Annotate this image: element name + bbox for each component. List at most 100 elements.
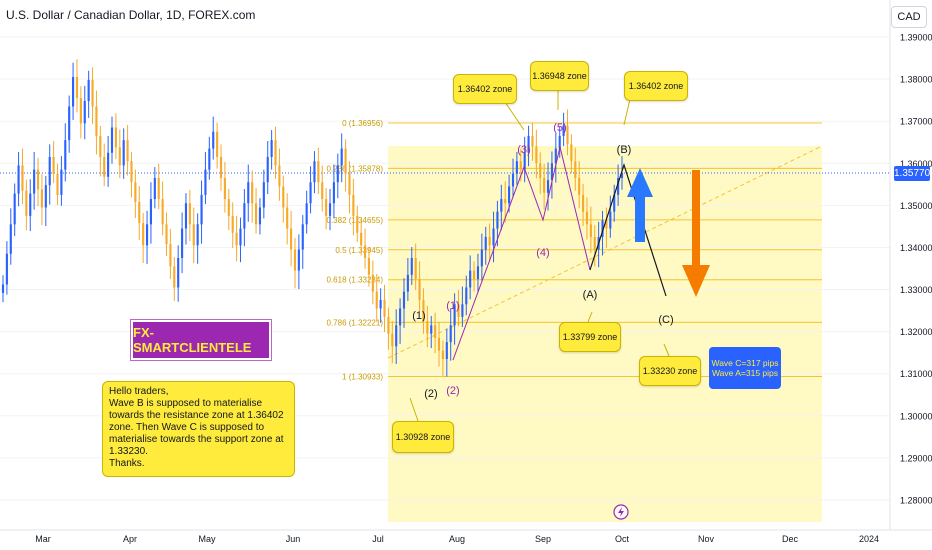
candle-body [511, 173, 515, 187]
candle-body [453, 304, 456, 326]
candle-body [605, 220, 608, 229]
candle-body [293, 249, 297, 271]
candle-body [266, 156, 269, 183]
callout-wave5: 1.36948 zone [530, 61, 589, 91]
candle-body [184, 203, 188, 229]
candle-body [17, 165, 20, 194]
currency-button[interactable]: CAD [891, 6, 927, 28]
candle-body [550, 163, 553, 181]
candle-body [33, 169, 36, 194]
impulse-wave-line [452, 146, 591, 361]
candle-body [254, 203, 258, 225]
candle-body [527, 135, 530, 153]
pips-line-2: Wave A=315 pips [711, 368, 779, 378]
bullish-arrow [627, 168, 653, 242]
callout-pointer [663, 343, 670, 357]
candle-body [543, 178, 546, 193]
x-tick-label: Apr [123, 534, 137, 544]
candle-body [258, 207, 262, 225]
projection-arrows [627, 168, 710, 297]
fib-label: 0 (1.36956) [342, 119, 383, 128]
candle-body [305, 203, 308, 225]
candle-body [371, 274, 374, 292]
candle-body [578, 178, 581, 195]
candle-body [122, 140, 125, 166]
candle-body [290, 228, 293, 250]
x-tick-label: 2024 [859, 534, 879, 544]
fib-label: 0.618 (1.33234) [327, 276, 384, 285]
candle-body [13, 193, 16, 225]
candle-body [301, 224, 304, 250]
candle-body [173, 266, 176, 288]
candles [1, 59, 624, 377]
candle-body [558, 135, 561, 149]
y-tick-label: 1.32000 [900, 327, 932, 337]
candle-body [208, 148, 211, 170]
candle-body [360, 232, 363, 246]
candle-body [99, 135, 102, 157]
candle-body [52, 156, 55, 174]
candle-body [142, 223, 145, 246]
candle-body [379, 300, 382, 309]
candle-body [216, 131, 219, 157]
candle-body [64, 140, 67, 170]
y-tick-label: 1.33000 [900, 285, 932, 295]
candle-body [274, 140, 277, 166]
pips-box: Wave C=317 pips Wave A=315 pips [709, 347, 781, 389]
candle-body [161, 199, 164, 225]
candle-body [344, 148, 347, 174]
candle-body [231, 215, 234, 233]
candle-body [461, 304, 464, 317]
candle-body [406, 274, 409, 292]
callout-waveC: 1.33230 zone [639, 356, 701, 386]
candle-body [107, 152, 110, 177]
candle-body [430, 325, 433, 334]
candle-body [410, 257, 413, 275]
candle-body [219, 156, 223, 179]
callout-waveA: 1.33799 zone [559, 322, 621, 352]
candle-body [593, 236, 596, 250]
candle-body [504, 199, 507, 204]
lightning-icon [618, 507, 624, 517]
candle-body [601, 220, 604, 237]
candle-body [434, 325, 437, 338]
candle-body [56, 173, 59, 195]
y-tick-label: 1.38000 [900, 75, 932, 85]
candle-body [40, 189, 44, 208]
wave-label: (1) [446, 300, 459, 312]
candle-body [336, 165, 339, 183]
candle-body [352, 194, 355, 216]
candle-body [309, 182, 312, 204]
candle-body [75, 77, 79, 99]
x-tick-label: Sep [535, 534, 551, 544]
y-axis: 1.39000 1.38000 1.37000 1.36000 1.35000 1.340… [889, 0, 932, 530]
x-tick-label: Mar [35, 534, 51, 544]
wave-label: (1) [412, 310, 425, 322]
candle-body [395, 325, 398, 347]
candle-body [414, 257, 417, 280]
x-tick-label: May [198, 534, 216, 544]
candle-body [1, 284, 5, 293]
y-tick-label: 1.31000 [900, 369, 932, 379]
wave-label: (B) [617, 144, 632, 156]
candle-body [570, 144, 573, 162]
candle-body [562, 125, 565, 136]
candle-body [340, 148, 343, 166]
brand-label: FX-SMARTCLIENTELE [130, 319, 272, 361]
candle-body [169, 244, 172, 267]
candle-body [134, 182, 137, 203]
candle-body [126, 140, 129, 162]
fib-diagonal [387, 145, 823, 359]
candle-body [539, 163, 542, 179]
callout-pointer [587, 311, 593, 323]
candle-body [399, 308, 402, 326]
candle-body [91, 79, 94, 107]
candle-body [480, 249, 483, 267]
fib-levels: 0 (1.36956) 0.236 (1.35878) 0.382 (1.34655… [0, 119, 890, 382]
candle-body [286, 207, 289, 229]
x-axis: Mar Apr May Jun Jul Aug Sep Oct Nov Dec 2024 [0, 529, 932, 544]
candle-body [535, 146, 538, 164]
candle-body [554, 148, 557, 164]
candle-body [348, 173, 351, 195]
